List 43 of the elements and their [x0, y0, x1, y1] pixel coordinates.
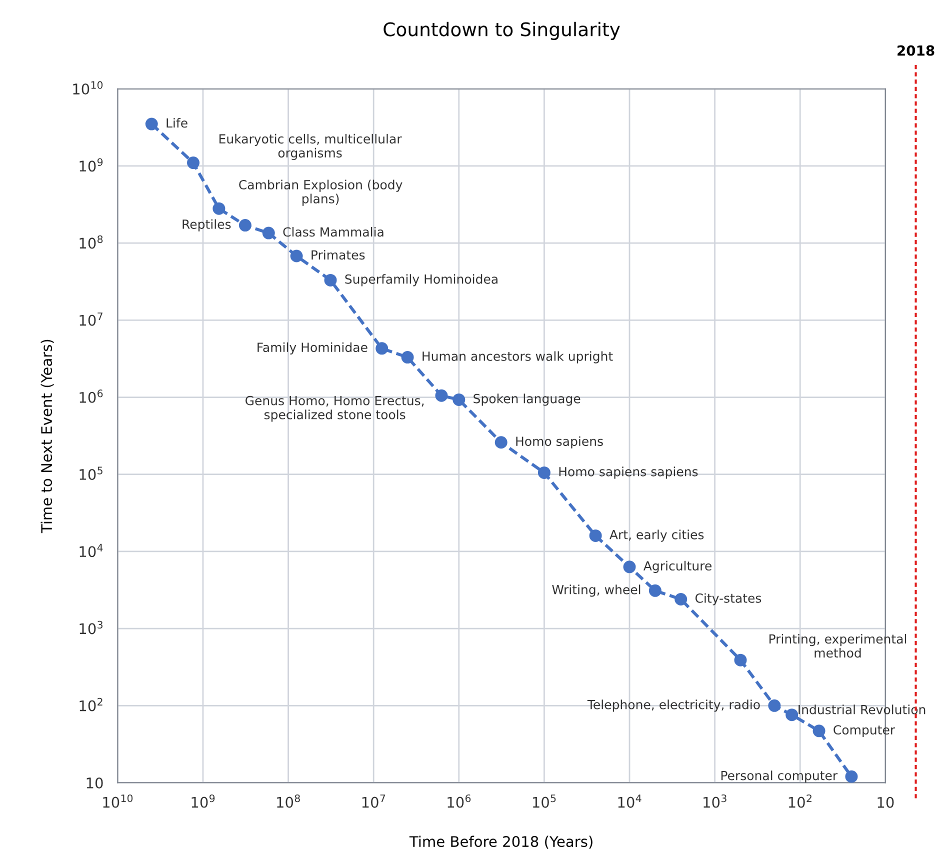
x-axis-title: Time Before 2018 (Years) — [409, 836, 592, 849]
y-tick-label: 10$^{7}$ — [80, 312, 102, 326]
y-tick-label: 10$^{10}$ — [73, 81, 103, 95]
x-tick-label: 10$^{5}$ — [532, 794, 556, 808]
x-tick-label: 10 — [878, 796, 894, 808]
y-tick-label: 10 — [86, 777, 103, 788]
annotation: Telephone, electricity, radio — [587, 700, 760, 712]
annotation: Eukaryotic cells, multicellular organisms — [219, 134, 402, 160]
annotation: Superfamily Hominoidea — [345, 274, 498, 286]
annotation: Life — [166, 118, 188, 128]
annotation: Agriculture — [643, 560, 712, 573]
chart-title: Countdown to Singularity — [384, 22, 620, 40]
annotation: Primates — [312, 250, 365, 260]
x-tick-label: 10$^{4}$ — [618, 794, 642, 808]
annotation: City-states — [695, 593, 762, 606]
x-tick-label: 10$^{7}$ — [362, 794, 386, 808]
annotation: Human ancestors walk upright — [422, 351, 613, 364]
text: 2018 — [898, 45, 934, 56]
x-tick-label: 10$^{2}$ — [788, 794, 812, 808]
annotation: Class Mammalia — [283, 226, 384, 237]
annotation: Art, early cities — [610, 530, 704, 542]
y-tick-label: 10$^{6}$ — [80, 390, 103, 403]
annotation: Family Hominidae — [258, 342, 368, 354]
annotation: Cambrian Explosion (body plans) — [239, 180, 402, 206]
x-tick-label: 10$^{8}$ — [277, 794, 300, 808]
annotation: Homo sapiens — [516, 436, 603, 448]
y-tick-label: 10$^{5}$ — [80, 466, 102, 480]
x-tick-label: 10$^{9}$ — [192, 794, 215, 808]
y-axis-title: Time to Next Event (Years) — [40, 340, 54, 534]
x-tick-label: 10$^{6}$ — [448, 794, 471, 808]
annotation: Genus Homo, Homo Erectus, specialized stone tools — [246, 396, 424, 422]
annotation: Homo sapiens sapiens — [559, 466, 698, 479]
annotation: Reptiles — [182, 219, 231, 232]
y-tick-label: 10$^{2}$ — [80, 698, 102, 712]
y-tick-label: 10$^{9}$ — [80, 158, 103, 172]
y-tick-label: 10$^{4}$ — [80, 544, 103, 558]
annotation: Writing, wheel — [552, 584, 640, 597]
y-tick-label: 10$^{8}$ — [80, 235, 103, 249]
annotation: Spoken language — [474, 394, 580, 406]
annotation: Personal computer — [721, 770, 838, 783]
y-tick-label: 10$^{3}$ — [80, 620, 102, 634]
x-tick-label: 10$^{10}$ — [103, 794, 133, 808]
x-tick-label: 10$^{3}$ — [704, 794, 726, 808]
